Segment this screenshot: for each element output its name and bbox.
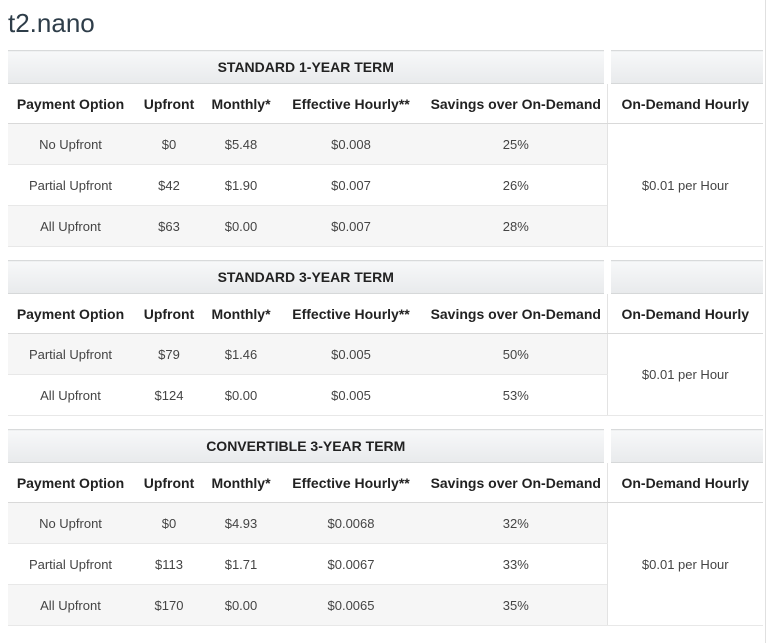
table-row: All Upfront $170 $0.00 $0.0065 35% xyxy=(8,584,763,626)
table-row: All Upfront $124 $0.00 $0.005 53% xyxy=(8,374,763,416)
table-row: No Upfront $0 $5.48 $0.008 25% $0.01 per… xyxy=(8,123,764,247)
cell-payment-option: All Upfront xyxy=(8,205,133,247)
cell-upfront: $79 xyxy=(133,333,205,375)
col-header-payment-option: Payment Option xyxy=(8,462,133,503)
cell-savings: 25% xyxy=(425,123,608,165)
cell-payment-option: No Upfront xyxy=(8,123,133,165)
cell-effective-hourly: $0.007 xyxy=(277,205,425,247)
col-header-effective-hourly: Effective Hourly** xyxy=(277,83,425,124)
cell-monthly: $0.00 xyxy=(205,584,277,626)
cell-monthly: $4.93 xyxy=(205,502,277,544)
column-header-row: Payment Option Upfront Monthly* Effectiv… xyxy=(8,83,764,124)
page-title: t2.nano xyxy=(8,8,95,38)
cell-upfront: $0 xyxy=(133,502,205,544)
cell-payment-option: All Upfront xyxy=(8,584,133,626)
cell-effective-hourly: $0.005 xyxy=(277,333,425,375)
table-row: Partial Upfront $113 $1.71 $0.0067 33% xyxy=(8,543,763,585)
column-header-row: Payment Option Upfront Monthly* Effectiv… xyxy=(8,462,764,503)
col-header-savings: Savings over On-Demand xyxy=(425,293,608,334)
table-row: All Upfront $63 $0.00 $0.007 28% xyxy=(8,205,763,247)
cell-payment-option: No Upfront xyxy=(8,502,133,544)
col-header-monthly: Monthly* xyxy=(205,83,277,124)
term-header-row: STANDARD 1-YEAR TERM xyxy=(8,50,764,84)
cell-upfront: $42 xyxy=(133,164,205,206)
cell-effective-hourly: $0.007 xyxy=(277,164,425,206)
cell-savings: 35% xyxy=(425,584,608,626)
cell-monthly: $1.90 xyxy=(205,164,277,206)
col-header-upfront: Upfront xyxy=(133,83,205,124)
term-header-spacer xyxy=(603,50,764,84)
cell-payment-option: Partial Upfront xyxy=(8,543,133,585)
cell-upfront: $0 xyxy=(133,123,205,165)
table-row: Partial Upfront $42 $1.90 $0.007 26% xyxy=(8,164,763,206)
col-header-on-demand-hourly: On-Demand Hourly xyxy=(606,83,764,124)
pricing-table-standard-1yr: STANDARD 1-YEAR TERM Payment Option Upfr… xyxy=(8,50,764,247)
cell-savings: 53% xyxy=(425,374,608,416)
cell-monthly: $0.00 xyxy=(205,205,277,247)
term-header-row: CONVERTIBLE 3-YEAR TERM xyxy=(8,429,764,463)
cell-payment-option: All Upfront xyxy=(8,374,133,416)
col-header-monthly: Monthly* xyxy=(205,293,277,334)
cell-savings: 32% xyxy=(425,502,608,544)
cell-effective-hourly: $0.0068 xyxy=(277,502,425,544)
term-header-spacer xyxy=(603,260,764,294)
term-header-label: STANDARD 3-YEAR TERM xyxy=(8,260,608,294)
cell-effective-hourly: $0.008 xyxy=(277,123,425,165)
column-header-row: Payment Option Upfront Monthly* Effectiv… xyxy=(8,293,764,334)
col-header-monthly: Monthly* xyxy=(205,462,277,503)
on-demand-rate-cell: $0.01 per Hour xyxy=(606,333,764,416)
cell-savings: 28% xyxy=(425,205,608,247)
cell-monthly: $1.46 xyxy=(205,333,277,375)
col-header-upfront: Upfront xyxy=(133,293,205,334)
table-row: No Upfront $0 $4.93 $0.0068 32% $0.01 pe… xyxy=(8,502,764,626)
term-header-label: CONVERTIBLE 3-YEAR TERM xyxy=(8,429,608,463)
cell-monthly: $1.71 xyxy=(205,543,277,585)
cell-payment-option: Partial Upfront xyxy=(8,333,133,375)
cell-monthly: $0.00 xyxy=(205,374,277,416)
cell-upfront: $63 xyxy=(133,205,205,247)
col-header-payment-option: Payment Option xyxy=(8,293,133,334)
pricing-table-standard-3yr: STANDARD 3-YEAR TERM Payment Option Upfr… xyxy=(8,260,764,416)
cell-upfront: $124 xyxy=(133,374,205,416)
on-demand-rate-cell: $0.01 per Hour xyxy=(606,123,764,247)
term-header-label: STANDARD 1-YEAR TERM xyxy=(8,50,608,84)
cell-upfront: $170 xyxy=(133,584,205,626)
col-header-savings: Savings over On-Demand xyxy=(425,83,608,124)
col-header-savings: Savings over On-Demand xyxy=(425,462,608,503)
term-header-row: STANDARD 3-YEAR TERM xyxy=(8,260,764,294)
col-header-effective-hourly: Effective Hourly** xyxy=(277,293,425,334)
col-header-on-demand-hourly: On-Demand Hourly xyxy=(606,462,764,503)
cell-effective-hourly: $0.0065 xyxy=(277,584,425,626)
cell-savings: 50% xyxy=(425,333,608,375)
cell-effective-hourly: $0.0067 xyxy=(277,543,425,585)
on-demand-rate-cell: $0.01 per Hour xyxy=(606,502,764,626)
cell-savings: 26% xyxy=(425,164,608,206)
cell-payment-option: Partial Upfront xyxy=(8,164,133,206)
term-header-spacer xyxy=(603,429,764,463)
cell-savings: 33% xyxy=(425,543,608,585)
col-header-effective-hourly: Effective Hourly** xyxy=(277,462,425,503)
cell-effective-hourly: $0.005 xyxy=(277,374,425,416)
cell-monthly: $5.48 xyxy=(205,123,277,165)
pricing-table-convertible-3yr: CONVERTIBLE 3-YEAR TERM Payment Option U… xyxy=(8,429,764,626)
cell-upfront: $113 xyxy=(133,543,205,585)
col-header-upfront: Upfront xyxy=(133,462,205,503)
table-row: Partial Upfront $79 $1.46 $0.005 50% $0.… xyxy=(8,333,764,416)
col-header-on-demand-hourly: On-Demand Hourly xyxy=(606,293,764,334)
col-header-payment-option: Payment Option xyxy=(8,83,133,124)
